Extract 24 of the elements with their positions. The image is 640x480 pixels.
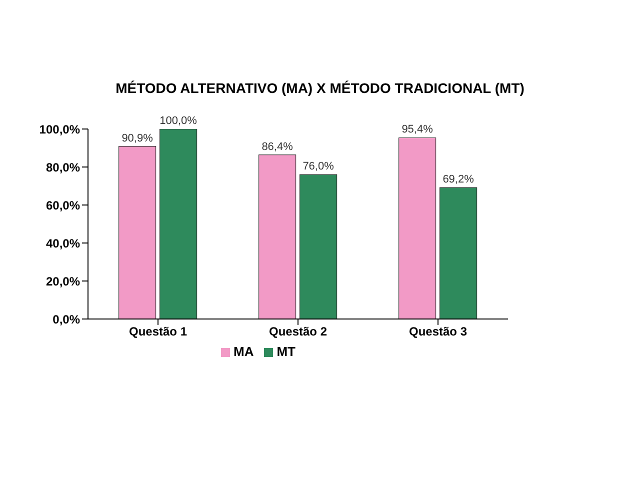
- bar: [258, 154, 296, 319]
- x-tick-label: Questão 2: [268, 324, 328, 339]
- data-label: 69,2%: [442, 174, 474, 186]
- bar: [118, 146, 156, 319]
- y-tick-label: 0,0%: [52, 312, 80, 326]
- y-tick-label: 20,0%: [46, 274, 80, 288]
- chart-title: MÉTODO ALTERNATIVO (MA) X MÉTODO TRADICIONAL (MT): [114, 80, 526, 96]
- data-label: 90,9%: [122, 132, 154, 144]
- legend-label: MA: [234, 344, 254, 359]
- bar: [398, 137, 436, 319]
- bar: [300, 174, 338, 319]
- x-tick-label: Questão 3: [408, 324, 468, 339]
- data-label: 100,0%: [160, 115, 198, 127]
- bar: [440, 187, 478, 319]
- data-label: 76,0%: [302, 160, 334, 173]
- data-label: 95,4%: [402, 124, 434, 136]
- x-tick-label: Questão 1: [128, 324, 188, 339]
- y-tick-label: 40,0%: [46, 236, 80, 250]
- y-tick-label: 100,0%: [39, 122, 80, 136]
- bar: [160, 129, 198, 319]
- legend-label: MT: [276, 344, 296, 359]
- data-label: 86,4%: [262, 140, 294, 153]
- y-tick-label: 60,0%: [46, 198, 80, 212]
- y-tick-label: 80,0%: [46, 160, 80, 174]
